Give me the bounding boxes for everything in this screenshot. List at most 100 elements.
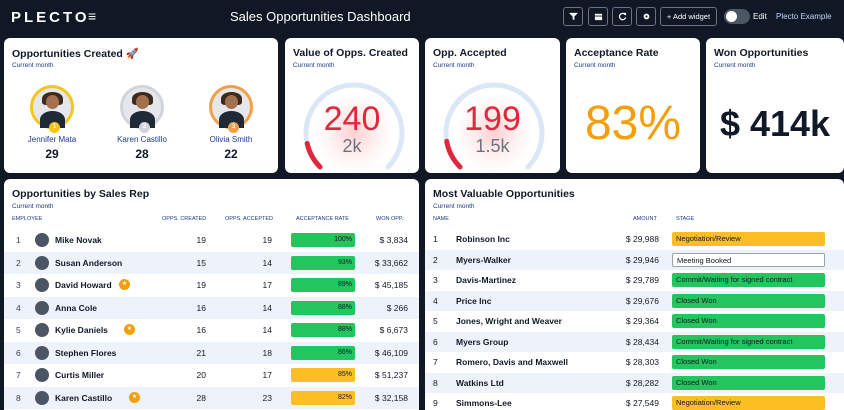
table-row[interactable]: 6 Stephen Flores 21 18 86% $ 46,109 [4,341,419,364]
top-performer[interactable]: 2 Karen Castillo 28 [103,85,181,161]
opportunity-name: Watkins Ltd [456,377,504,388]
rank-medal: 1 [49,122,60,133]
filter-icon[interactable] [563,7,583,26]
opportunity-amount: $ 29,988 [625,234,659,244]
table-row[interactable]: 2 Susan Anderson 15 14 93% $ 33,662 [4,251,419,274]
col-employee[interactable]: EMPLOYEE [12,216,43,222]
card-subtitle: Current month [293,62,335,69]
top-performer[interactable]: 1 Jennifer Mata 29 [13,85,91,161]
card-subtitle: Current month [433,203,475,210]
add-widget-button[interactable]: + Add widget [660,7,717,26]
edit-toggle[interactable] [724,9,750,24]
menu-icon[interactable]: ≡ [88,8,97,24]
table-row[interactable]: 7 Romero, Davis and Maxwell $ 28,303 Closed… [425,352,844,372]
gear-icon[interactable] [636,7,656,26]
won-opp: $ 6,673 [379,325,408,335]
col-name[interactable]: NAME [433,216,449,222]
opportunity-name: Romero, Davis and Maxwell [456,357,568,367]
row-rank: 1 [433,234,438,244]
plecto-logo[interactable]: PLECTO [11,9,90,26]
performer-name: Jennifer Mata [27,135,77,144]
performer-name: Olivia Smith [209,135,253,144]
card-title: Opportunities by Sales Rep [12,188,150,200]
acceptance-rate-card: Acceptance Rate Current month 83% [566,38,700,173]
won-opp: $ 3,834 [379,235,408,245]
avatar: 2 [120,85,164,133]
gauge-glow [454,93,534,173]
account-name[interactable]: Plecto Example [776,12,832,21]
calendar-icon[interactable] [588,7,608,26]
opps-created: 21 [196,347,206,358]
acceptance-rate-value: 83% [584,97,682,150]
rep-name: Karen Castillo [55,392,113,403]
opps-accepted: 19 [262,235,272,245]
rep-name: Anna Cole [55,302,98,313]
row-rank: 3 [16,280,21,290]
opps-created: 19 [196,235,206,245]
acceptance-rate-bar: 100% [291,233,355,247]
won-opp: $ 32,158 [374,392,408,403]
table-row[interactable]: 9 Simmons-Lee $ 27,549 Negotiation/Review [425,393,844,410]
opportunities-created-card: Opportunities Created 🚀 Current month 1 J… [4,38,278,173]
stage-badge: Negotiation/Review [672,232,825,246]
gauge-target: 2k [342,136,362,156]
row-rank: 3 [433,275,438,285]
row-rank: 8 [433,377,438,388]
row-rank: 7 [433,357,438,367]
opportunity-amount: $ 29,676 [625,295,659,306]
won-opp: $ 33,662 [374,257,408,268]
row-rank: 5 [16,325,21,335]
table-row[interactable]: 8 Karen Castillo ★ 28 23 82% $ 32,158 [4,386,419,409]
table-row[interactable]: 4 Anna Cole 16 14 88% $ 266 [4,296,419,319]
top-performer[interactable]: 3 Olivia Smith 22 [192,85,270,161]
table-row[interactable]: 6 Myers Group $ 28,434 Commit/Waiting for s… [425,331,844,352]
accepted-gauge [443,82,545,173]
opps-created: 16 [196,325,206,335]
row-rank: 2 [16,257,21,268]
won-opportunities-value: $ 414k [719,103,831,144]
table-row[interactable]: 1 Robinson Inc $ 29,988 Negotiation/Review [425,229,844,249]
table-row[interactable]: 2 Myers-Walker $ 29,946 Meeting Booked [425,249,844,270]
card-title: Opportunities Created 🚀 [12,48,139,60]
avatar [35,233,49,247]
opportunity-name: Robinson Inc [456,234,510,244]
rank-medal: 3 [228,122,239,133]
col-acceptance-rate[interactable]: ACCEPTANCE RATE [296,216,349,222]
gauge-target: 1.5k [475,136,510,156]
col-won-opp[interactable]: WON OPP. [376,216,404,222]
col-amount[interactable]: AMOUNT [633,216,657,222]
row-rank: 8 [16,392,21,403]
gauge-track [443,82,545,170]
row-rank: 4 [16,302,21,313]
opps-created: 15 [196,257,206,268]
opportunity-amount: $ 27,549 [625,398,659,408]
row-rank: 5 [433,316,438,326]
table-row[interactable]: 7 Curtis Miller 20 17 85% $ 51,237 [4,364,419,386]
table-row[interactable]: 3 Davis-Martinez $ 29,789 Commit/Waiting fo… [425,270,844,290]
col-opps-accepted[interactable]: OPPS. ACCEPTED [225,216,273,222]
edit-label: Edit [753,12,767,21]
row-rank: 6 [16,347,21,358]
performer-value: 28 [135,147,149,161]
opportunity-amount: $ 29,946 [625,254,659,265]
table-row[interactable]: 1 Mike Novak 19 19 100% $ 3,834 [4,229,419,251]
table-row[interactable]: 5 Kylie Daniels ★ 16 14 88% $ 6,673 [4,319,419,341]
col-opps-created[interactable]: OPPS. CREATED [162,216,207,222]
row-rank: 2 [433,254,438,265]
table-row[interactable]: 5 Jones, Wright and Weaver $ 29,364 Closed … [425,311,844,331]
gauge-progress [304,140,323,170]
acceptance-rate-bar: 89% [291,278,355,292]
rep-name: Stephen Flores [55,347,117,358]
avatar: 1 [30,85,74,133]
acceptance-rate-bar: 86% [291,345,355,360]
col-stage[interactable]: STAGE [676,216,695,222]
avatar [35,278,49,292]
card-title: Opp. Accepted [433,47,507,59]
opportunity-amount: $ 29,364 [625,316,659,326]
table-row[interactable]: 8 Watkins Ltd $ 28,282 Closed Won [425,372,844,393]
table-row[interactable]: 4 Price Inc $ 29,676 Closed Won [425,290,844,311]
table-row[interactable]: 3 David Howard ★ 19 17 89% $ 45,185 [4,274,419,296]
refresh-icon[interactable] [612,7,632,26]
opps-accepted: 17 [262,280,272,290]
award-badge-icon: ★ [129,391,140,403]
